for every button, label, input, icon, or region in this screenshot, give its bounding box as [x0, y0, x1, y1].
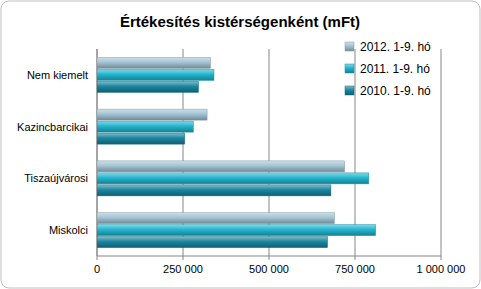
- bar: [97, 81, 198, 92]
- tick-mark: [355, 256, 356, 260]
- tick-mark: [269, 256, 270, 260]
- chart-container: Értékesítés kistérségenként (mFt) 0 250 00…: [0, 0, 481, 289]
- tick-mark: [183, 256, 184, 260]
- bar: [97, 69, 214, 80]
- bars: [97, 57, 376, 247]
- chart-frame: [1, 1, 480, 288]
- tick-mark: [441, 256, 442, 260]
- bar: [97, 173, 369, 184]
- category-label: Nem kiemelt: [27, 69, 88, 81]
- bar: [97, 213, 334, 224]
- bar: [97, 185, 331, 196]
- category-label: Miskolci: [49, 224, 88, 236]
- tick-label: 250 000: [163, 263, 203, 275]
- legend-label: 2010. 1-9. hó: [360, 84, 431, 98]
- bar: [97, 133, 185, 144]
- value-axis: [97, 256, 441, 257]
- tick-label: 750 000: [335, 263, 375, 275]
- tick-label: 0: [94, 263, 100, 275]
- legend-swatch: [345, 42, 354, 51]
- bar: [97, 121, 193, 132]
- bar: [97, 237, 327, 248]
- bar: [97, 225, 376, 236]
- tick-label: 1 000 000: [417, 263, 466, 275]
- category-label: Tiszaújvárosi: [24, 172, 88, 184]
- bar: [97, 109, 207, 120]
- legend-label: 2011. 1-9. hó: [360, 62, 430, 76]
- category-label: Kazincbarcikai: [17, 121, 88, 133]
- bar: [97, 161, 345, 172]
- legend-swatch: [345, 86, 354, 95]
- tick-label: 500 000: [249, 263, 289, 275]
- legend-label: 2012. 1-9. hó: [360, 40, 431, 54]
- grid-line: [441, 49, 442, 256]
- chart-svg: Értékesítés kistérségenként (mFt) 0 250 00…: [0, 0, 481, 289]
- bar: [97, 57, 211, 68]
- chart-title: Értékesítés kistérségenként (mFt): [120, 13, 360, 30]
- tick-mark: [97, 256, 98, 260]
- legend-swatch: [345, 64, 354, 73]
